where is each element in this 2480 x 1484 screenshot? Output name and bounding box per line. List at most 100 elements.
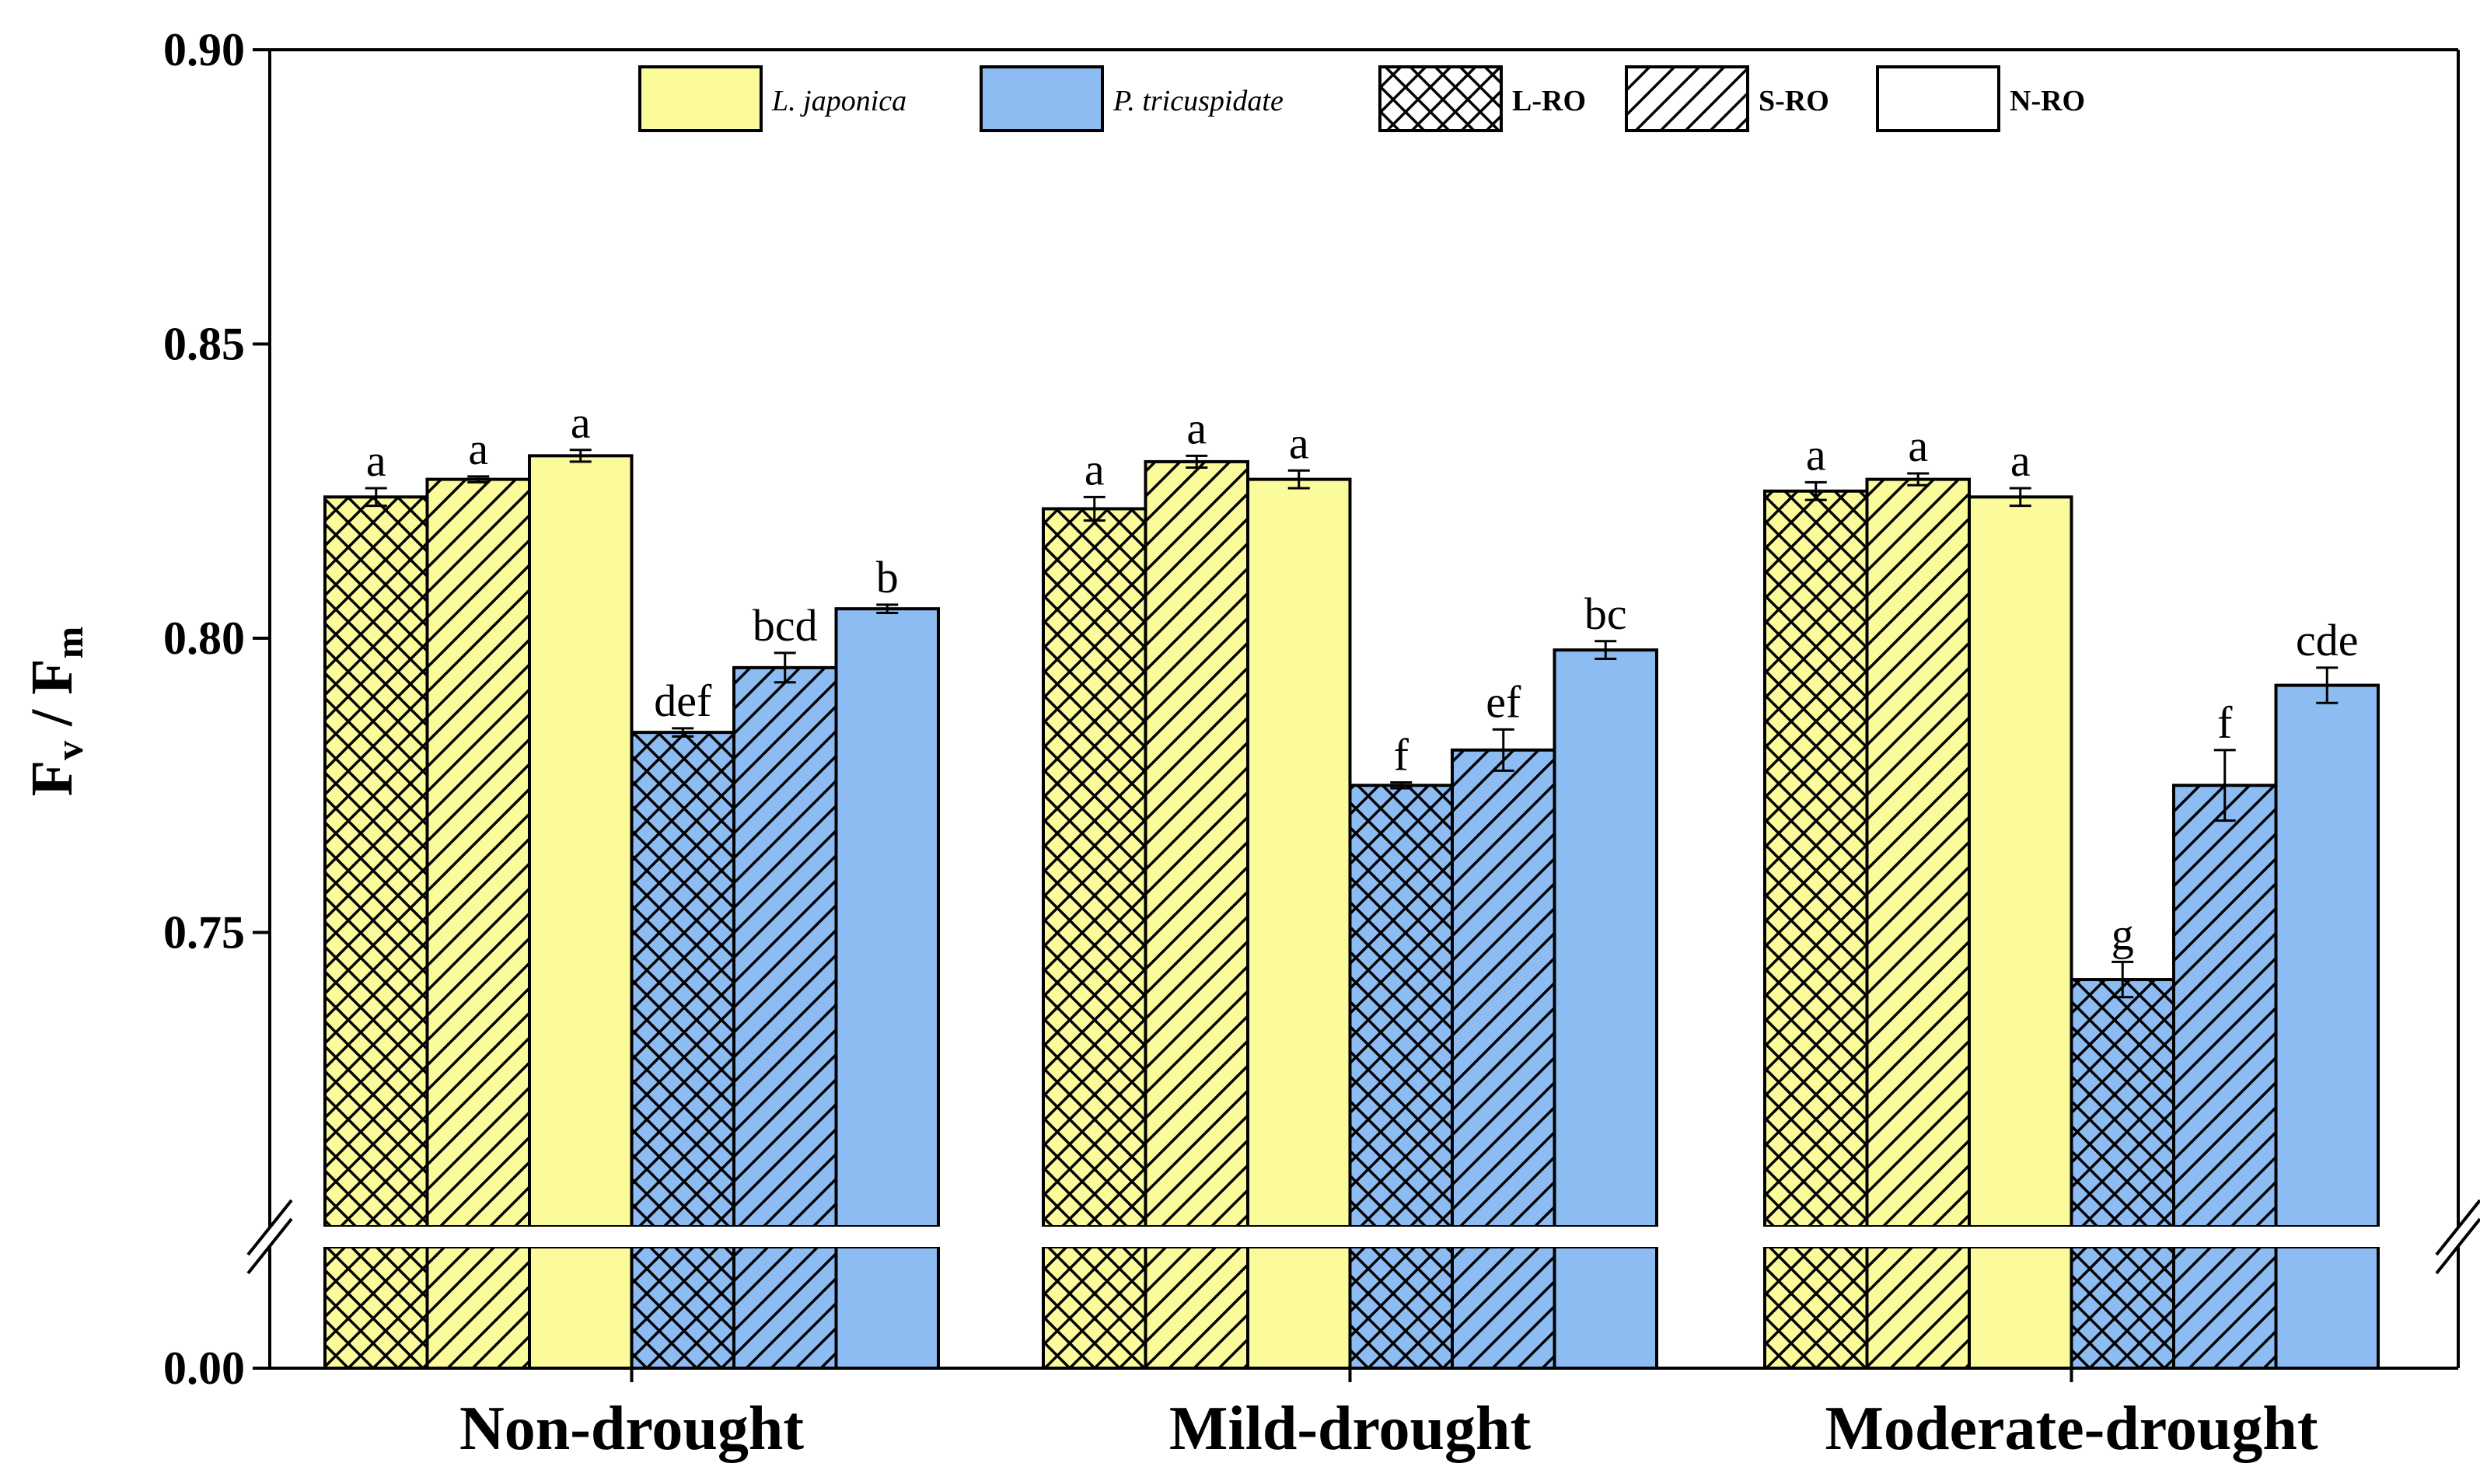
significance-label: a — [1186, 403, 1207, 453]
bar-upper-pattern — [631, 732, 734, 1227]
significance-label: bc — [1584, 588, 1627, 639]
bar-upper-pattern — [1043, 508, 1146, 1227]
axis-break-mark-right-2 — [2435, 1217, 2480, 1275]
bar-lower-pattern — [1145, 1247, 1248, 1368]
legend-swatch-fill — [1877, 67, 1999, 131]
bar-2-5: cde — [2274, 615, 2380, 1370]
bar-upper-pattern — [1350, 785, 1452, 1227]
bar-0-4: bcd — [732, 600, 838, 1370]
bar-0-3: def — [630, 676, 735, 1370]
bar-lower-pattern — [2174, 1247, 2276, 1368]
legend-entry-0: L. japonica — [638, 65, 906, 132]
legend-label: P. tricuspidate — [1113, 85, 1284, 117]
y-axis-title-part: m — [47, 627, 91, 659]
legend-entry-2: L-RO — [1378, 65, 1586, 132]
legend-entry-3: S-RO — [1625, 65, 1829, 132]
significance-label: f — [1394, 729, 1409, 780]
bar-1-4: ef — [1451, 676, 1556, 1370]
bar-0-0: a — [323, 435, 429, 1370]
bar-lower-pattern — [1867, 1247, 1969, 1368]
bar-lower-fill — [1969, 1247, 2072, 1368]
bar-2-1: a — [1865, 421, 1971, 1370]
y-tick-label: 0.90 — [163, 24, 245, 75]
bar-0-5: b — [834, 552, 940, 1370]
bar-2-0: a — [1763, 429, 1869, 1370]
bar-upper-pattern — [2071, 979, 2174, 1227]
bar-lower-pattern — [1765, 1247, 1867, 1368]
significance-label: a — [571, 397, 591, 448]
significance-label: a — [468, 424, 488, 474]
legend-swatch-outline — [638, 65, 763, 132]
significance-label: a — [1289, 417, 1309, 468]
axes-layer: 0.00 0.75 0.80 0.85 0.90 Non-drought Mild-drou… — [19, 24, 2480, 1463]
bar-1-5: bc — [1553, 588, 1658, 1370]
significance-label: a — [2010, 435, 2031, 486]
axis-break-mark-left-2 — [246, 1217, 293, 1275]
bar-lower-pattern — [631, 1247, 734, 1368]
bar-2-3: g — [2070, 909, 2175, 1370]
legend: L. japonica P. tricuspidate L-RO S-RO N-RO — [638, 65, 2085, 132]
legend-label: L-RO — [1512, 85, 1586, 117]
y-axis-title-part: F — [19, 760, 85, 796]
legend-label: S-RO — [1759, 85, 1829, 117]
x-category-label: Moderate-drought — [1825, 1395, 2318, 1463]
bar-upper-fill — [1969, 497, 2072, 1227]
significance-label: a — [366, 435, 386, 486]
bar-1-2: a — [1246, 417, 1352, 1370]
significance-label: a — [1085, 444, 1105, 494]
legend-label: L. japonica — [771, 85, 906, 117]
bar-0-1: a — [425, 424, 531, 1370]
bar-upper-pattern — [734, 667, 837, 1227]
significance-label: b — [876, 552, 899, 602]
bar-upper-fill — [529, 456, 632, 1227]
bar-upper-pattern — [2174, 785, 2276, 1227]
axis-break-mark-right-1 — [2435, 1199, 2480, 1256]
bar-upper-pattern — [427, 479, 529, 1227]
y-axis-title: Fv / Fm — [19, 627, 91, 797]
significance-label: a — [1806, 429, 1826, 480]
bar-lower-pattern — [734, 1247, 837, 1368]
y-tick-label: 0.85 — [163, 319, 245, 370]
y-axis-title-part: v — [47, 741, 91, 760]
bar-lower-pattern — [1043, 1247, 1146, 1368]
bar-2-4: f — [2172, 697, 2278, 1370]
bar-upper-pattern — [325, 497, 428, 1227]
bar-upper-pattern — [1765, 491, 1867, 1227]
bar-upper-pattern — [1145, 461, 1248, 1227]
significance-label: def — [654, 676, 712, 726]
bar-lower-pattern — [427, 1247, 529, 1368]
significance-label: a — [1908, 421, 1928, 471]
y-axis-title-part: / — [19, 695, 85, 741]
y-tick-label: 0.80 — [163, 613, 245, 664]
axis-break-mark-left-1 — [246, 1199, 293, 1256]
bar-upper-fill — [1554, 650, 1657, 1227]
legend-swatch-fill — [640, 67, 761, 131]
bar-upper-fill — [836, 609, 938, 1227]
bar-upper-fill — [1248, 479, 1350, 1227]
bar-upper-pattern — [1452, 749, 1555, 1227]
legend-swatch-outline — [1378, 65, 1503, 132]
bar-lower-pattern — [2071, 1247, 2174, 1368]
y-tick-label: 0.00 — [163, 1343, 245, 1394]
legend-swatch-pattern — [1626, 67, 1748, 131]
legend-entry-4: N-RO — [1876, 65, 2085, 132]
significance-label: g — [2111, 909, 2134, 959]
legend-swatch-pattern — [1380, 67, 1501, 131]
bar-1-3: f — [1348, 729, 1454, 1370]
significance-label: cde — [2296, 615, 2359, 665]
bar-lower-fill — [2276, 1247, 2378, 1368]
bar-upper-pattern — [1867, 479, 1969, 1227]
bar-lower-pattern — [1452, 1247, 1555, 1368]
y-tick-label: 0.75 — [163, 907, 245, 958]
significance-label: f — [2217, 697, 2233, 748]
legend-swatch-outline — [1625, 65, 1749, 132]
legend-label: N-RO — [2010, 85, 2085, 117]
legend-swatch-outline — [1876, 65, 2000, 132]
axis-break-band — [246, 1227, 2480, 1247]
legend-entry-1: P. tricuspidate — [980, 65, 1284, 132]
bar-lower-fill — [836, 1247, 938, 1368]
legend-swatch-outline — [980, 65, 1104, 132]
bars-layer: a a a a a a a a a def f g bcd ef f b bc cde — [323, 397, 2380, 1370]
y-axis-title-part: F — [19, 658, 85, 694]
